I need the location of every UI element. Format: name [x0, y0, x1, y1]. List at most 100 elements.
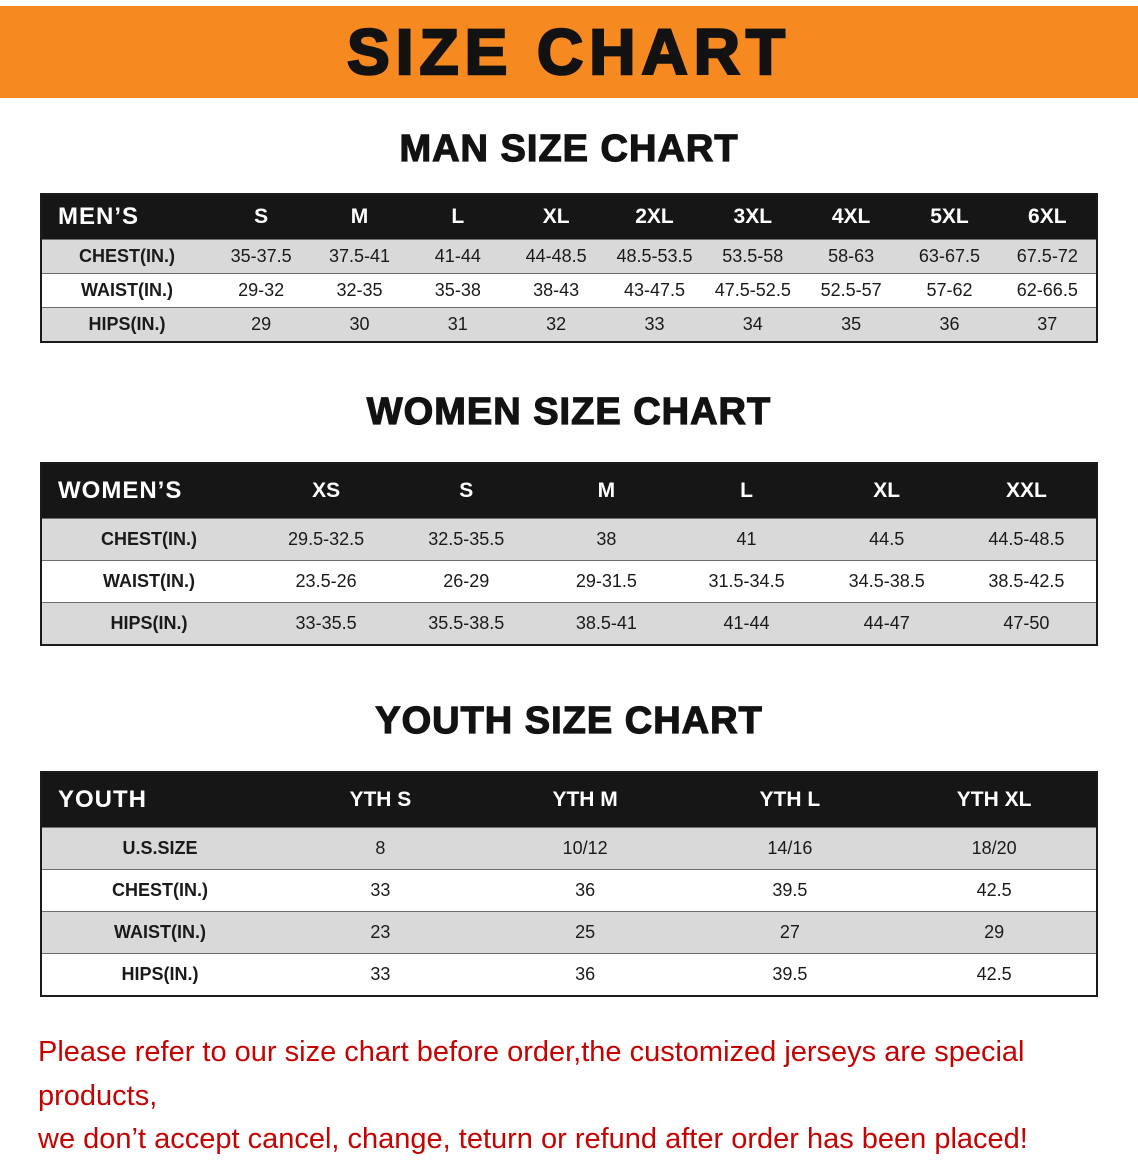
size-column-header: XXL — [956, 463, 1097, 519]
size-value-cell: 34.5-38.5 — [848, 571, 925, 591]
size-column-header: L — [676, 463, 817, 519]
size-value-cell: 35.5-38.5 — [428, 613, 505, 633]
disclaimer-line-1: Please refer to our size chart before or… — [38, 1036, 1025, 1112]
women-size-section: WOMEN SIZE CHART WOMEN’S XS S M L XL XXL CHEST(… — [0, 390, 1138, 646]
size-value-cell: 38.5-42.5 — [988, 571, 1065, 591]
table-corner-label: MEN’S — [41, 194, 212, 240]
youth-section-heading: YOUTH SIZE CHART — [375, 699, 763, 742]
size-column-header: 6XL — [998, 194, 1097, 240]
table-row: WAIST(IN.) 29-32 32-35 35-38 38-43 43-47.5 47.… — [41, 273, 1097, 308]
size-value-cell: 47-50 — [1003, 613, 1050, 633]
size-column-header: S — [212, 194, 311, 240]
size-value-cell: 36 — [939, 314, 960, 334]
size-value-cell: 42.5 — [976, 964, 1012, 984]
size-column-header: YTH L — [687, 772, 893, 828]
size-value-cell: 27 — [779, 922, 800, 942]
row-label: WAIST(IN.) — [81, 280, 173, 300]
size-column-header: XL — [506, 194, 606, 240]
size-value-cell: 29-32 — [238, 280, 285, 300]
size-value-cell: 37.5-41 — [328, 246, 391, 266]
size-value-cell: 35 — [841, 314, 862, 334]
disclaimer-line-2: we don’t accept cancel, change, teturn o… — [38, 1123, 1028, 1155]
table-row: CHEST(IN.) 35-37.5 37.5-41 41-44 44-48.5 48.5… — [41, 239, 1097, 274]
size-value-cell: 23 — [370, 922, 391, 942]
youth-size-section: YOUTH SIZE CHART YOUTH YTH S YTH M YTH L YTH… — [0, 699, 1138, 997]
size-column-header: L — [408, 194, 507, 240]
size-column-header: 5XL — [900, 194, 999, 240]
size-column-header: 3XL — [703, 194, 802, 240]
men-section-heading: MAN SIZE CHART — [399, 127, 739, 170]
size-value-cell: 41-44 — [434, 246, 481, 266]
size-value-cell: 38 — [596, 529, 617, 549]
size-value-cell: 31 — [447, 314, 468, 334]
title-banner: SIZE CHART — [0, 6, 1138, 98]
size-column-header: YTH XL — [892, 772, 1097, 828]
size-value-cell: 58-63 — [828, 246, 875, 266]
size-column-header: YTH S — [278, 772, 483, 828]
row-label: CHEST(IN.) — [101, 529, 197, 549]
size-value-cell: 25 — [575, 922, 596, 942]
size-value-cell: 26-29 — [443, 571, 490, 591]
size-value-cell: 53.5-58 — [722, 246, 784, 266]
size-value-cell: 34 — [742, 314, 763, 334]
table-row: WAIST(IN.) 23 25 27 29 — [41, 911, 1097, 954]
table-row: HIPS(IN.) 33 36 39.5 42.5 — [41, 953, 1097, 997]
size-value-cell: 33 — [370, 880, 391, 900]
size-column-header: 2XL — [605, 194, 704, 240]
size-value-cell: 33 — [644, 314, 665, 334]
size-value-cell: 44.5-48.5 — [988, 529, 1065, 549]
size-value-cell: 32.5-35.5 — [428, 529, 505, 549]
size-column-header: YTH M — [482, 772, 688, 828]
size-value-cell: 42.5 — [976, 880, 1012, 900]
size-value-cell: 8 — [375, 838, 386, 858]
table-corner-label: WOMEN’S — [41, 463, 256, 519]
table-row: U.S.SIZE 8 10/12 14/16 18/20 — [41, 827, 1097, 870]
size-value-cell: 52.5-57 — [820, 280, 882, 300]
size-column-header: S — [396, 463, 537, 519]
size-value-cell: 23.5-26 — [295, 571, 357, 591]
men-size-section: MAN SIZE CHART MEN’S S M L XL 2XL 3XL 4XL 5XL 6XL… — [0, 127, 1138, 343]
row-label: HIPS(IN.) — [110, 613, 188, 633]
size-chart-page: SIZE CHART MAN SIZE CHART MEN’S S M L XL 2XL 3… — [0, 6, 1138, 1162]
size-value-cell: 32-35 — [336, 280, 383, 300]
size-value-cell: 47.5-52.5 — [714, 280, 791, 300]
row-label: U.S.SIZE — [122, 838, 198, 858]
size-value-cell: 35-38 — [434, 280, 481, 300]
size-value-cell: 36 — [575, 880, 596, 900]
table-row: HIPS(IN.) 29 30 31 32 33 34 35 36 37 — [41, 307, 1097, 342]
row-label: CHEST(IN.) — [79, 246, 175, 266]
size-value-cell: 33 — [370, 964, 391, 984]
table-header-row: WOMEN’S XS S M L XL XXL — [41, 463, 1097, 519]
size-value-cell: 37 — [1037, 314, 1058, 334]
size-column-header: M — [310, 194, 409, 240]
size-column-header: 4XL — [801, 194, 901, 240]
size-value-cell: 29-31.5 — [575, 571, 637, 591]
table-row: CHEST(IN.) 33 36 39.5 42.5 — [41, 869, 1097, 912]
table-header-row: YOUTH YTH S YTH M YTH L YTH XL — [41, 772, 1097, 828]
size-value-cell: 35-37.5 — [230, 246, 292, 266]
size-value-cell: 32 — [546, 314, 567, 334]
size-value-cell: 10/12 — [562, 838, 608, 858]
table-row: HIPS(IN.) 33-35.5 35.5-38.5 38.5-41 41-44 44-… — [41, 602, 1097, 645]
size-value-cell: 43-47.5 — [623, 280, 685, 300]
row-label: CHEST(IN.) — [112, 880, 208, 900]
size-value-cell: 63-67.5 — [918, 246, 980, 266]
size-value-cell: 18/20 — [971, 838, 1017, 858]
row-label: HIPS(IN.) — [121, 964, 199, 984]
page-title: SIZE CHART — [346, 15, 791, 90]
women-size-table: WOMEN’S XS S M L XL XXL CHEST(IN.) 29.5-32.5 32.5… — [40, 462, 1098, 646]
men-size-table: MEN’S S M L XL 2XL 3XL 4XL 5XL 6XL CHEST(IN.) 35-37… — [40, 193, 1098, 343]
size-value-cell: 33-35.5 — [295, 613, 357, 633]
size-column-header: M — [536, 463, 677, 519]
size-value-cell: 31.5-34.5 — [708, 571, 785, 591]
row-label: WAIST(IN.) — [114, 922, 206, 942]
youth-size-table: YOUTH YTH S YTH M YTH L YTH XL U.S.SIZE 8 10/12… — [40, 771, 1098, 997]
size-value-cell: 41-44 — [723, 613, 770, 633]
size-value-cell: 57-62 — [926, 280, 973, 300]
table-header-row: MEN’S S M L XL 2XL 3XL 4XL 5XL 6XL — [41, 194, 1097, 240]
row-label: HIPS(IN.) — [88, 314, 166, 334]
size-value-cell: 41 — [736, 529, 757, 549]
size-value-cell: 44.5 — [869, 529, 905, 549]
size-value-cell: 67.5-72 — [1016, 246, 1078, 266]
size-value-cell: 44-48.5 — [525, 246, 587, 266]
